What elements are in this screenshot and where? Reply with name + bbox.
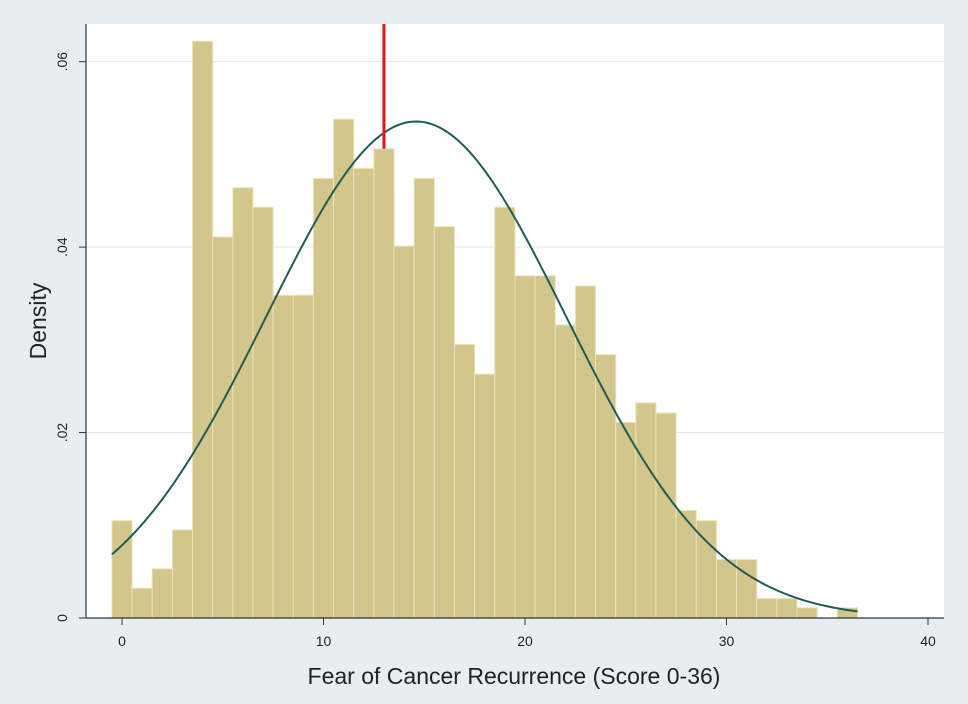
histogram-bar [494, 206, 516, 619]
x-tick-label: 20 [517, 633, 533, 649]
x-tick-label: 0 [118, 633, 126, 649]
histogram-bar [433, 226, 455, 619]
histogram-bar [474, 373, 496, 619]
histogram-bar [514, 275, 536, 619]
histogram-bar [655, 412, 677, 619]
histogram-bar [151, 568, 173, 619]
histogram-bar [373, 148, 395, 619]
histogram-bar [776, 598, 798, 619]
histogram-bar [353, 167, 375, 619]
x-axis-label: Fear of Cancer Recurrence (Score 0-36) [308, 663, 721, 689]
histogram-bar [393, 245, 415, 619]
histogram-bar [756, 598, 778, 619]
histogram-bar [453, 343, 476, 619]
histogram-bar [111, 520, 133, 619]
histogram-bar [272, 294, 294, 619]
histogram-bar [715, 559, 738, 619]
normal-density-curve [111, 120, 858, 613]
histogram-bar [413, 178, 435, 619]
histogram-bar [574, 285, 597, 619]
y-tick-label: 0 [54, 614, 70, 622]
histogram-bar [796, 607, 818, 619]
histogram-bar [171, 529, 194, 619]
histogram-bar [554, 324, 576, 619]
histogram-bar [232, 187, 254, 619]
histogram-bar [534, 275, 556, 619]
histogram-bar [212, 236, 234, 619]
y-tick-label: .02 [54, 423, 70, 443]
x-tick-label: 10 [316, 633, 332, 649]
histogram-bar [333, 118, 355, 619]
x-tick-label: 30 [719, 633, 735, 649]
histogram-bar [192, 40, 214, 619]
histogram-bar [615, 421, 637, 619]
y-tick-label: .06 [54, 52, 70, 72]
histogram-bar [635, 402, 657, 619]
y-tick-label: .04 [54, 237, 70, 257]
histogram-bar [131, 587, 153, 619]
x-tick-label: 40 [920, 633, 936, 649]
y-axis-label: Density [25, 282, 51, 359]
histogram-bar [292, 294, 314, 619]
histogram-bar [252, 206, 274, 619]
histogram-bars [111, 40, 858, 619]
axes: 0 10 20 30 40 0 .02 .04 .06 [54, 24, 944, 649]
histogram-bar [312, 178, 335, 619]
